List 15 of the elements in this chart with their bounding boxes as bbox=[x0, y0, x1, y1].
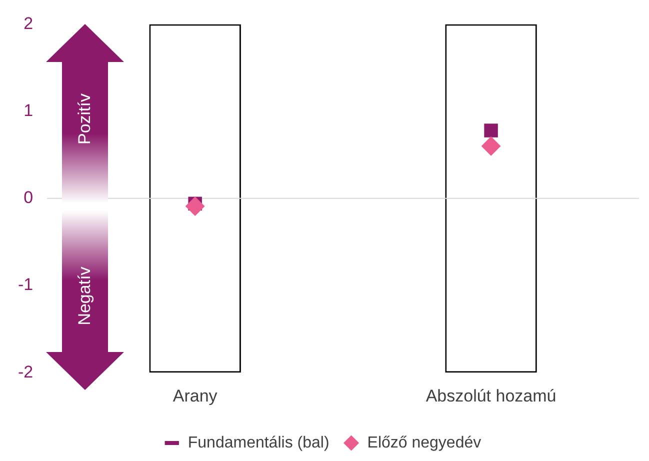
legend-label: Fundamentális (bal) bbox=[188, 434, 330, 452]
point bbox=[186, 196, 205, 216]
y-tick-label: -1 bbox=[18, 275, 34, 294]
y-tick-label: -2 bbox=[18, 362, 34, 382]
x-tick-label: Abszolút hozamú bbox=[426, 386, 556, 406]
legend-label: Előző negyedév bbox=[367, 434, 482, 452]
annotation: Negatív bbox=[75, 266, 95, 326]
y-tick-label: 2 bbox=[24, 14, 34, 33]
double-arrow-icon: Pozitív Negatív bbox=[46, 24, 124, 390]
point bbox=[484, 124, 498, 138]
annotation: Pozitív bbox=[75, 93, 95, 145]
point bbox=[482, 136, 501, 156]
y-tick-label: 1 bbox=[24, 100, 34, 120]
x-tick-label: Arany bbox=[172, 386, 218, 406]
y-tick-label: 0 bbox=[24, 188, 34, 208]
